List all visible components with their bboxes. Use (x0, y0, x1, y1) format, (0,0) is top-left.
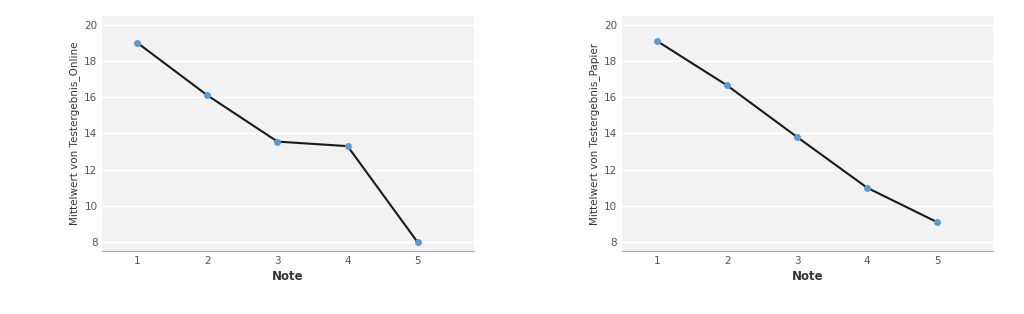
Y-axis label: Mittelwert von Testergebnis_Papier: Mittelwert von Testergebnis_Papier (589, 42, 600, 225)
Y-axis label: Mittelwert von Testergebnis_Online: Mittelwert von Testergebnis_Online (70, 42, 80, 225)
X-axis label: Note: Note (272, 270, 304, 283)
X-axis label: Note: Note (792, 270, 823, 283)
